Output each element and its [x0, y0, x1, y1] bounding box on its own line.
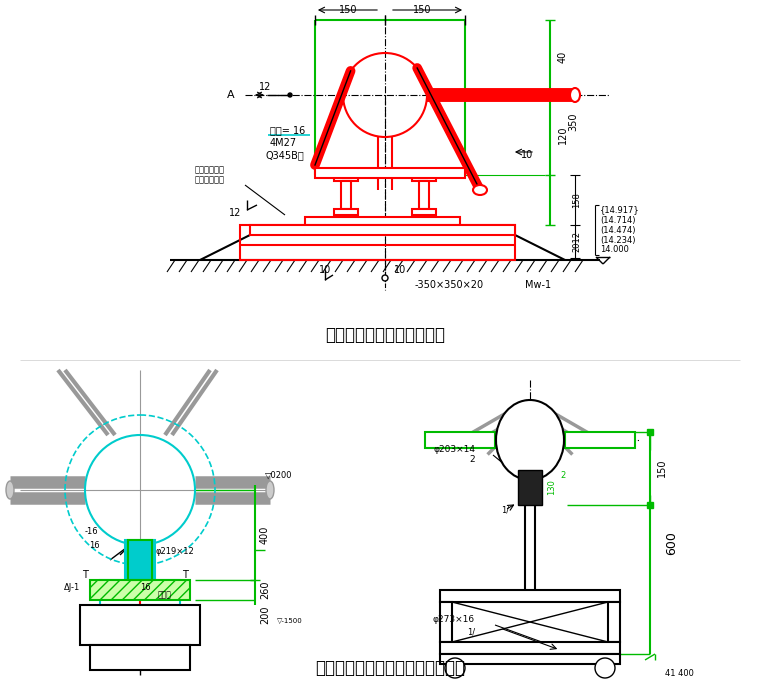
Text: 网架支座与钢管格构柱连接示意图: 网架支座与钢管格构柱连接示意图: [315, 659, 465, 677]
Bar: [419, 181, 429, 209]
Ellipse shape: [570, 88, 580, 102]
Bar: [565, 432, 635, 448]
Bar: [334, 175, 358, 181]
Text: {14.917}: {14.917}: [600, 205, 640, 214]
Bar: [80, 605, 200, 645]
Text: 12: 12: [229, 208, 241, 218]
Text: Mw-1: Mw-1: [525, 280, 551, 290]
Text: 桁架支座支承: 桁架支座支承: [195, 165, 225, 174]
Ellipse shape: [266, 481, 274, 499]
Text: 2: 2: [560, 470, 565, 480]
Circle shape: [288, 93, 292, 97]
Text: 1/: 1/: [501, 505, 509, 514]
Text: 万能柱: 万能柱: [158, 591, 172, 600]
Text: φ203×14: φ203×14: [433, 445, 475, 454]
Text: 2012: 2012: [572, 230, 581, 251]
Bar: [90, 645, 190, 670]
Text: 260: 260: [260, 581, 270, 600]
Bar: [647, 429, 653, 435]
Ellipse shape: [496, 400, 564, 480]
Bar: [343, 170, 349, 178]
Bar: [128, 540, 152, 580]
Text: 10: 10: [319, 265, 331, 275]
Bar: [425, 432, 495, 448]
Bar: [440, 642, 620, 654]
Text: 150: 150: [657, 459, 667, 477]
Text: Q345B钢: Q345B钢: [265, 150, 304, 160]
Text: 2: 2: [470, 456, 475, 464]
Text: 400: 400: [260, 526, 270, 544]
Text: 600: 600: [666, 531, 679, 555]
Text: 120: 120: [558, 126, 568, 144]
Text: -350×350×20: -350×350×20: [415, 280, 484, 290]
Text: 10: 10: [394, 265, 406, 275]
Circle shape: [382, 275, 388, 281]
Text: ▽0200: ▽0200: [265, 470, 293, 480]
Text: 130: 130: [547, 479, 556, 495]
Bar: [305, 217, 460, 225]
Text: A: A: [227, 90, 235, 100]
Text: 41 400: 41 400: [665, 669, 694, 678]
Bar: [90, 580, 190, 600]
Text: 10: 10: [521, 150, 533, 160]
Bar: [440, 654, 620, 664]
Text: ΔJ-1: ΔJ-1: [64, 584, 80, 593]
Text: 16: 16: [90, 540, 100, 549]
Text: 1/: 1/: [467, 628, 475, 637]
Bar: [334, 209, 358, 215]
Circle shape: [445, 658, 465, 678]
Bar: [421, 170, 427, 178]
Text: (14.474): (14.474): [600, 225, 635, 235]
Bar: [412, 209, 436, 215]
Text: 网架支座与埋件连接示意图: 网架支座与埋件连接示意图: [325, 326, 445, 344]
Text: φ219×12: φ219×12: [155, 547, 194, 556]
Text: 350: 350: [568, 113, 578, 131]
Bar: [412, 175, 436, 181]
Text: 200: 200: [260, 606, 270, 624]
Text: 支座钢垫后焊: 支座钢垫后焊: [195, 175, 225, 184]
Text: 4M27: 4M27: [270, 138, 297, 148]
Text: 12: 12: [259, 82, 271, 92]
Bar: [440, 602, 452, 642]
Bar: [440, 590, 620, 602]
Bar: [608, 602, 620, 642]
Bar: [100, 580, 180, 605]
Text: T: T: [182, 570, 188, 580]
Text: 158: 158: [572, 192, 581, 208]
Text: 40: 40: [558, 51, 568, 63]
Text: 16: 16: [140, 584, 150, 593]
Text: 150: 150: [339, 5, 357, 15]
Bar: [341, 181, 351, 209]
Ellipse shape: [6, 481, 14, 499]
Text: (14.234): (14.234): [600, 235, 635, 244]
Bar: [518, 470, 542, 505]
Text: (14.714): (14.714): [600, 216, 635, 225]
Text: ▽-1500: ▽-1500: [277, 617, 302, 623]
Ellipse shape: [473, 185, 487, 195]
Circle shape: [595, 658, 615, 678]
Text: 150: 150: [413, 5, 431, 15]
Bar: [315, 168, 465, 178]
Text: 14.000: 14.000: [600, 246, 629, 255]
Text: T: T: [82, 570, 88, 580]
Bar: [125, 540, 155, 580]
Bar: [647, 502, 653, 508]
Text: 肋板= 16: 肋板= 16: [270, 125, 306, 135]
Bar: [240, 225, 515, 260]
Text: -16: -16: [84, 528, 98, 537]
Text: φ273×16: φ273×16: [433, 616, 475, 625]
Bar: [250, 225, 515, 235]
